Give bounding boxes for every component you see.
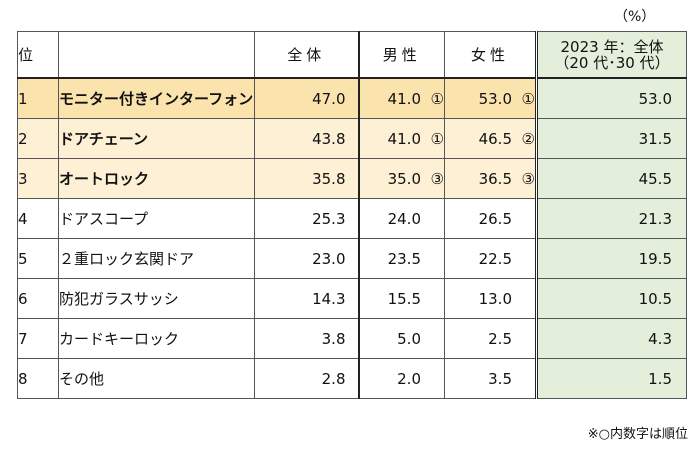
female-rank-badge: ① [521,89,535,108]
item-cell: ドアスコープ [58,198,255,239]
rank-cell: 4 [17,198,59,239]
table-row: 8 その他 2.8 2.0 3.5 1.5 [17,358,687,399]
male-cell: 41.0 ① [357,77,445,119]
male-value: 35.0 [387,169,421,188]
male-cell: 24.0 [357,198,445,239]
table-row: 3 オートロック 35.8 35.0 ③ 36.5 ③ 45.5 [17,158,687,199]
header-2023: 2023 年：全体 （20 代･30 代） [535,31,687,79]
unit-label: （%） [614,9,656,25]
female-cell: 36.5 ③ [444,158,537,199]
female-cell: 26.5 [444,198,537,239]
male-cell: 35.0 ③ [357,158,445,199]
male-value: 23.5 [387,249,421,268]
female-value: 36.5 [478,169,512,188]
table-row: 4 ドアスコープ 25.3 24.0 26.5 21.3 [17,198,687,239]
female-cell: 53.0 ① [444,77,537,119]
female-rank-badge: ② [521,129,535,148]
header-item [58,31,255,79]
female-cell: 3.5 [444,358,537,399]
female-cell: 22.5 [444,238,537,279]
header-row: 位 全体 男性 女性 2023 年：全体 （20 代･30 代） [17,31,687,79]
male-cell: 2.0 [357,358,445,399]
female-value: 2.5 [488,329,512,348]
female-value: 22.5 [478,249,512,268]
male-value: 41.0 [387,129,421,148]
total-cell: 2.8 [254,358,359,399]
header-rank: 位 [17,31,59,79]
item-cell: ドアチェーン [58,118,255,159]
female-cell: 13.0 [444,278,537,319]
male-rank-badge: ① [430,89,444,108]
total-cell: 47.0 [254,77,359,119]
table-row: 2 ドアチェーン 43.8 41.0 ① 46.5 ② 31.5 [17,118,687,159]
table-row: 7 カードキーロック 3.8 5.0 2.5 4.3 [17,318,687,359]
male-value: 2.0 [397,369,421,388]
male-value: 5.0 [397,329,421,348]
rank-cell: 2 [17,118,59,159]
total-cell: 35.8 [254,158,359,199]
female-value: 13.0 [478,289,512,308]
security-equipment-table: 位 全体 男性 女性 2023 年：全体 （20 代･30 代） 1 モニター付… [17,31,687,399]
item-cell: モニター付きインターフォン [58,77,255,119]
y2023-cell: 53.0 [535,77,687,119]
rank-cell: 8 [17,358,59,399]
female-cell: 46.5 ② [444,118,537,159]
y2023-cell: 4.3 [535,318,687,359]
rank-cell: 7 [17,318,59,359]
total-cell: 23.0 [254,238,359,279]
rank-cell: 3 [17,158,59,199]
male-value: 41.0 [387,89,421,108]
y2023-cell: 1.5 [535,358,687,399]
header-total: 全体 [254,31,359,79]
rank-cell: 6 [17,278,59,319]
table-row: 6 防犯ガラスサッシ 14.3 15.5 13.0 10.5 [17,278,687,319]
y2023-cell: 21.3 [535,198,687,239]
rank-cell: 1 [17,77,59,119]
male-value: 24.0 [387,209,421,228]
male-cell: 5.0 [357,318,445,359]
y2023-cell: 10.5 [535,278,687,319]
header-2023-line2: （20 代･30 代） [554,53,670,72]
item-cell: 防犯ガラスサッシ [58,278,255,319]
female-value: 46.5 [478,129,512,148]
header-male: 男性 [357,31,445,79]
male-cell: 41.0 ① [357,118,445,159]
male-cell: 15.5 [357,278,445,319]
footnote: ※○内数字は順位 [587,427,688,442]
table-row: 1 モニター付きインターフォン 47.0 41.0 ① 53.0 ① 53.0 [17,77,687,119]
male-cell: 23.5 [357,238,445,279]
female-rank-badge: ③ [521,169,535,188]
y2023-cell: 45.5 [535,158,687,199]
item-cell: その他 [58,358,255,399]
item-cell: オートロック [58,158,255,199]
total-cell: 3.8 [254,318,359,359]
female-value: 26.5 [478,209,512,228]
item-cell: カードキーロック [58,318,255,359]
total-cell: 25.3 [254,198,359,239]
female-cell: 2.5 [444,318,537,359]
y2023-cell: 31.5 [535,118,687,159]
table-row: 5 ２重ロック玄関ドア 23.0 23.5 22.5 19.5 [17,238,687,279]
y2023-cell: 19.5 [535,238,687,279]
header-female: 女性 [444,31,537,79]
header-2023-line1: 2023 年：全体 [560,37,664,56]
total-cell: 14.3 [254,278,359,319]
male-value: 15.5 [387,289,421,308]
total-cell: 43.8 [254,118,359,159]
rank-cell: 5 [17,238,59,279]
male-rank-badge: ① [430,129,444,148]
item-cell: ２重ロック玄関ドア [58,238,255,279]
female-value: 3.5 [488,369,512,388]
female-value: 53.0 [478,89,512,108]
male-rank-badge: ③ [430,169,444,188]
